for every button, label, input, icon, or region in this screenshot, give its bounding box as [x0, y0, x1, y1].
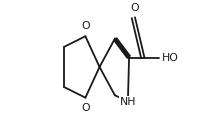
Text: O: O	[81, 103, 90, 113]
Text: NH: NH	[120, 97, 136, 107]
Text: O: O	[81, 21, 90, 31]
Text: HO: HO	[162, 52, 179, 62]
Text: O: O	[131, 3, 139, 13]
